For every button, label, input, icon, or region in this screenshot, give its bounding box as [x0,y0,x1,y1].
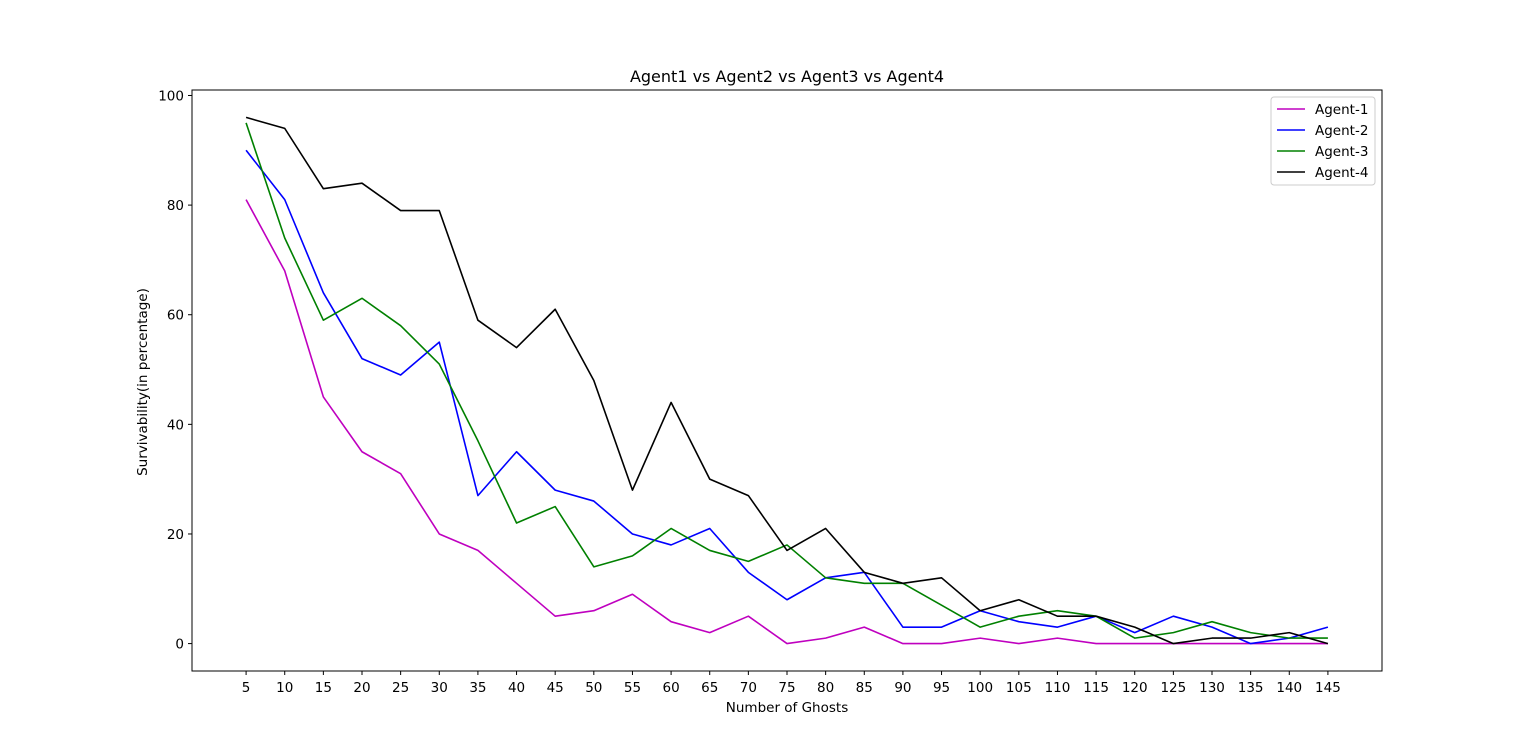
legend-label-agent-2: Agent-2 [1315,123,1368,139]
x-tick-label: 10 [276,680,293,696]
series-line-agent-4 [245,116,1329,645]
x-tick-label: 50 [585,680,602,696]
x-tick-label: 125 [1160,680,1186,696]
x-tick-label: 145 [1315,680,1341,696]
y-tick-label: 20 [167,527,184,543]
y-tick-label: 80 [167,198,184,214]
x-tick-label: 25 [392,680,409,696]
x-tick-label: 20 [353,680,370,696]
chart-title: Agent1 vs Agent2 vs Agent3 vs Agent4 [630,67,944,86]
x-tick-label: 65 [701,680,718,696]
series-line-agent-2 [245,149,1329,645]
x-tick-label: 100 [967,680,993,696]
y-tick-label: 40 [167,417,184,433]
legend-label-agent-3: Agent-3 [1315,144,1368,160]
series-line-agent-1 [245,199,1328,645]
x-tick-label: 75 [778,680,795,696]
x-tick-label: 135 [1238,680,1264,696]
legend: Agent-1 Agent-2 Agent-3 Agent-4 [1270,96,1376,186]
x-tick-label: 45 [547,680,564,696]
x-tick-label: 60 [662,680,679,696]
axes: 5 10 15 20 25 30 35 40 45 50 55 60 65 70 75 80 85 90 95 100… [158,88,1383,696]
legend-label-agent-1: Agent-1 [1315,102,1368,118]
legend-label-agent-4: Agent-4 [1315,165,1368,181]
x-tick-label: 70 [740,680,757,696]
x-tick-label: 55 [624,680,641,696]
legend-box [1270,96,1376,186]
x-tick-label: 30 [431,680,448,696]
x-tick-label: 110 [1045,680,1071,696]
x-tick-label: 140 [1276,680,1302,696]
x-tick-label: 35 [469,680,486,696]
x-tick-label: 120 [1122,680,1148,696]
x-tick-label: 80 [817,680,834,696]
x-tick-label: 5 [242,680,251,696]
plot-area [245,116,1329,645]
x-tick-label: 85 [856,680,873,696]
x-tick-label: 105 [1006,680,1032,696]
series-line-agent-3 [245,122,1328,639]
x-tick-label: 115 [1083,680,1109,696]
x-tick-label: 130 [1199,680,1225,696]
x-tick-label: 90 [894,680,911,696]
x-tick-label: 95 [933,680,950,696]
x-axis-label: Number of Ghosts [726,700,848,716]
x-tick-label: 40 [508,680,525,696]
y-axis-label: Survivability(in percentage) [135,288,151,476]
y-tick-label: 100 [158,88,184,104]
x-tick-label: 15 [315,680,332,696]
y-tick-label: 0 [175,637,184,653]
y-tick-label: 60 [167,308,184,324]
